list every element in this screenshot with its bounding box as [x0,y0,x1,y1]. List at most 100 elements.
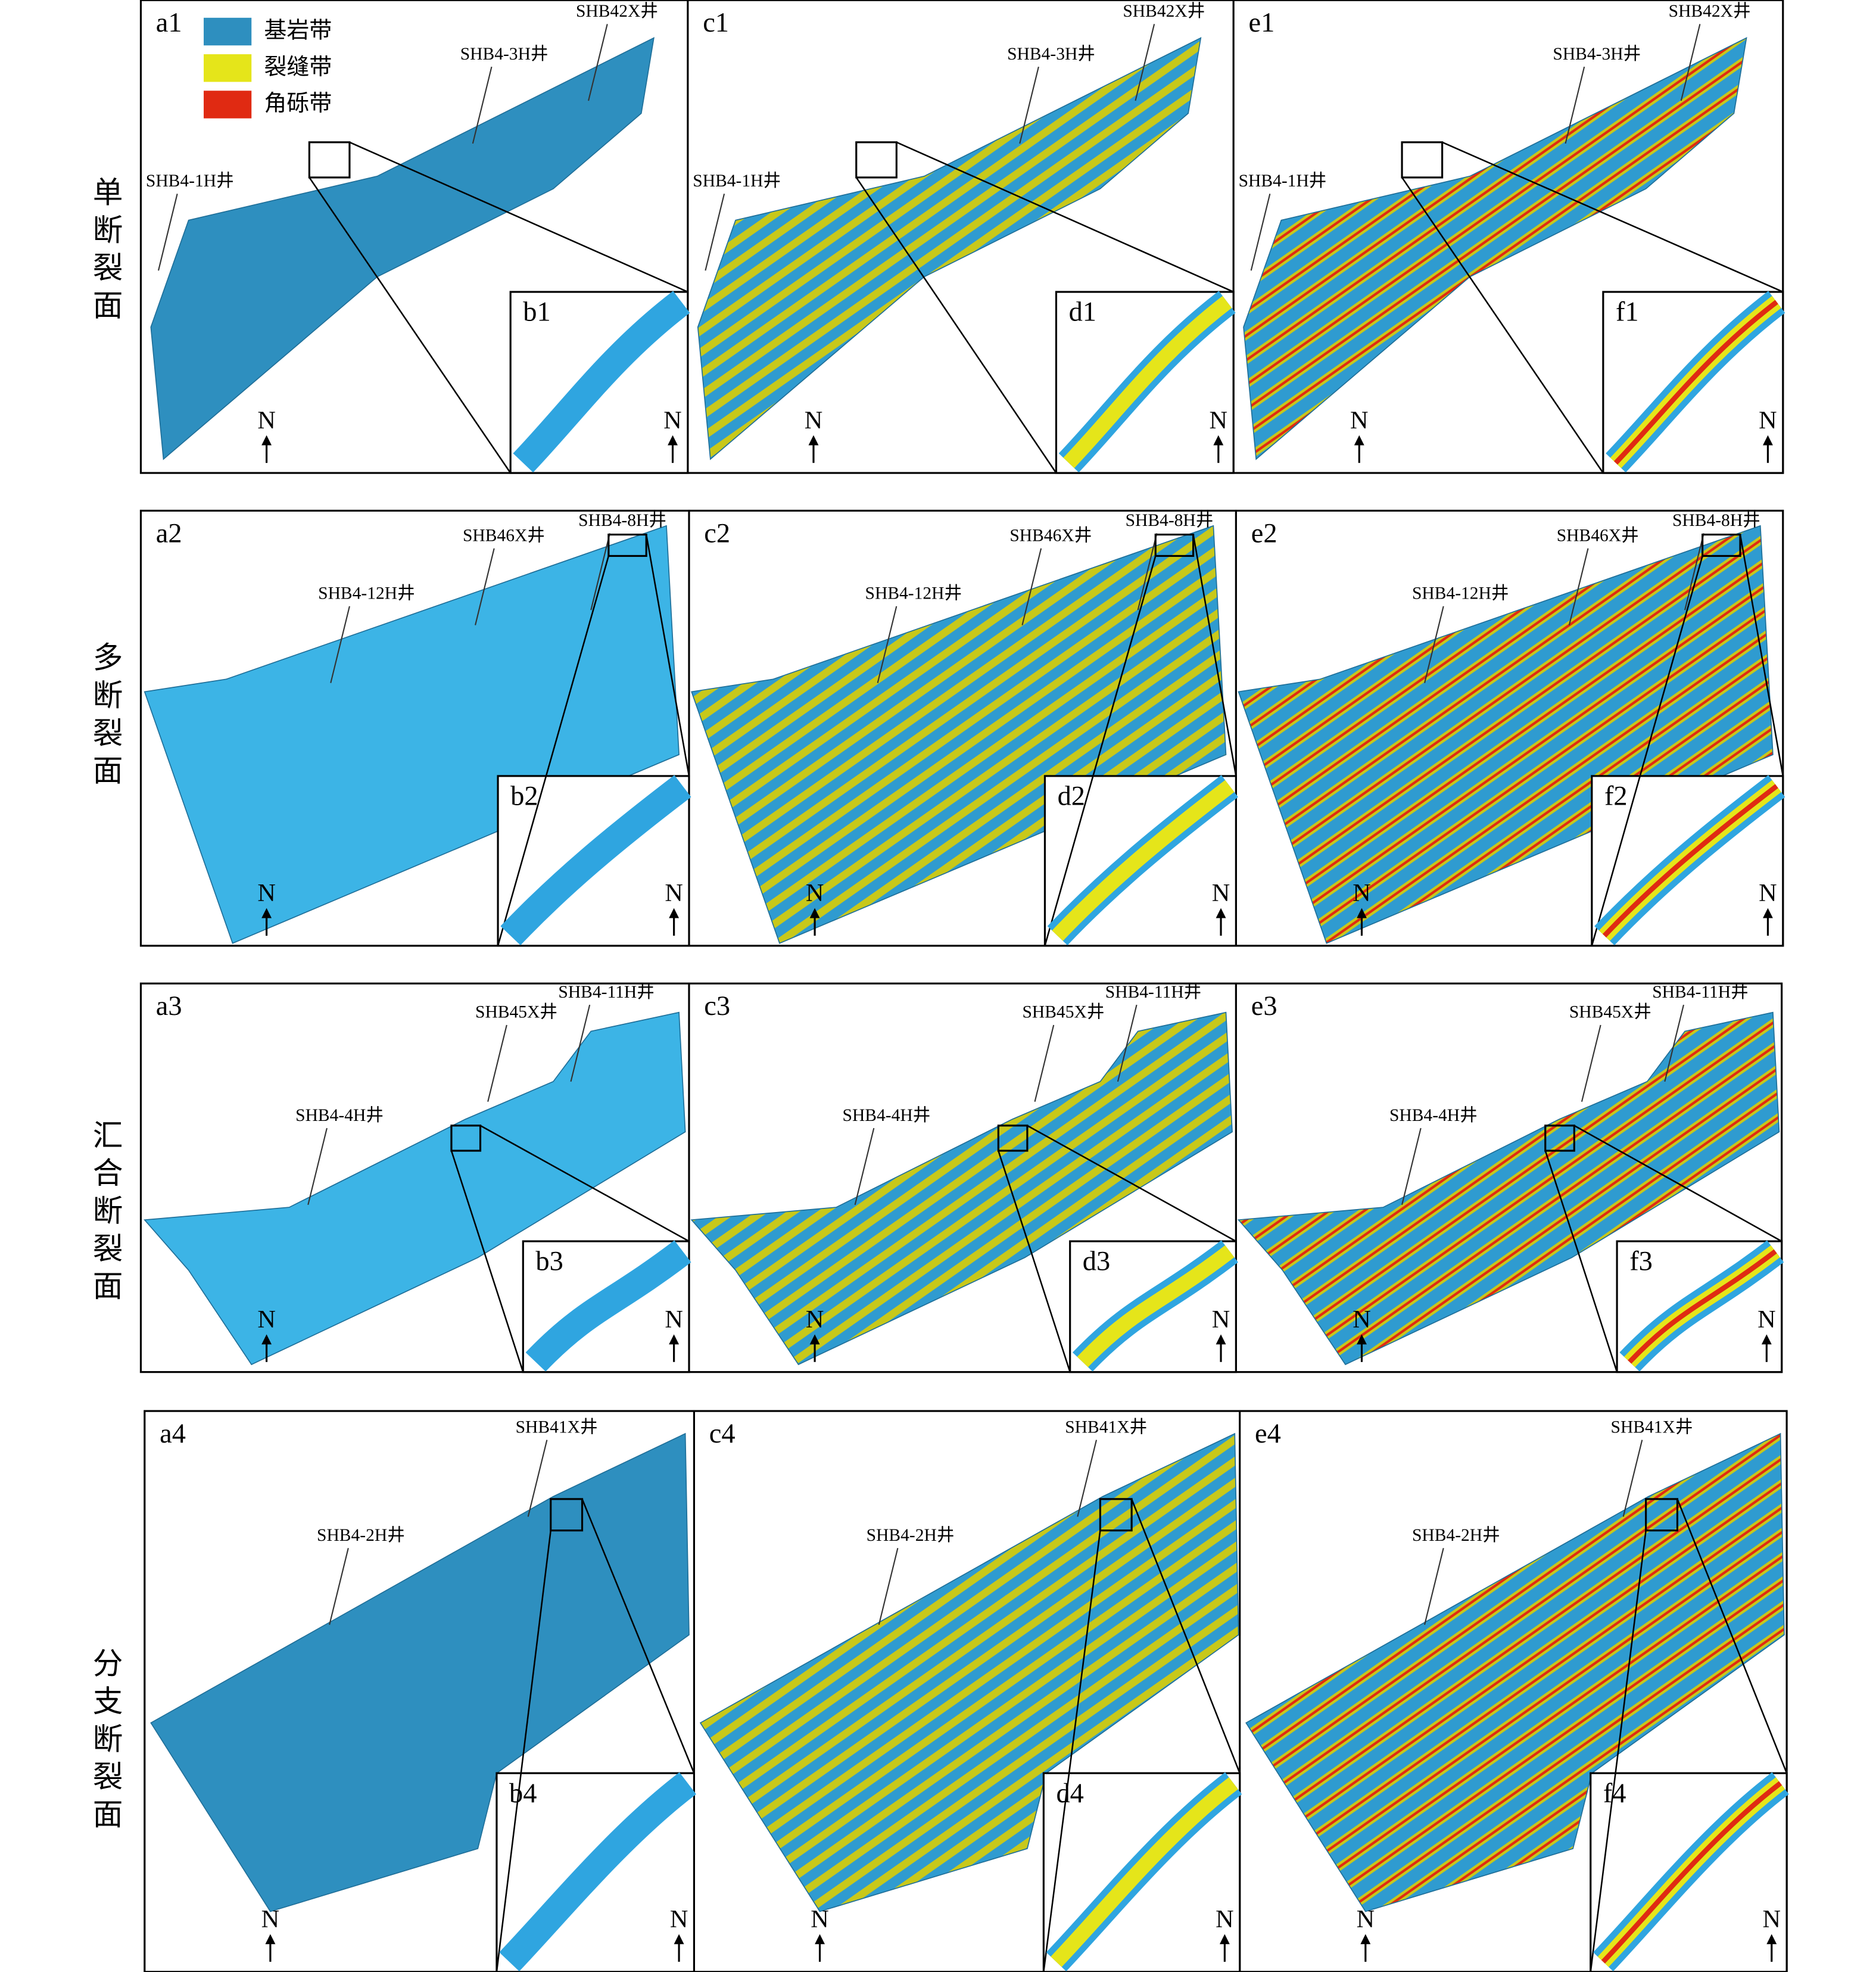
panel-label: e1 [1248,8,1274,38]
north-label: N [806,1306,824,1334]
zoom-line [896,141,1234,293]
north-arrowhead [1354,435,1364,446]
north-label: N [1759,406,1777,434]
well-label: SHB4-2H井 [867,1525,955,1545]
well-trace [475,548,495,625]
fault-surface [690,1011,1233,1366]
fault-surface [144,1011,686,1366]
well-label: SHB4-2H井 [317,1525,405,1545]
north-arrowhead [1216,908,1226,918]
well-label: SHB4-2H井 [1412,1525,1500,1545]
inset-band-fracture [1052,780,1235,941]
well-trace [878,1547,899,1625]
inset-label: f3 [1629,1247,1653,1277]
well-label: SHB4-11H井 [1105,982,1201,1002]
inset-label: d3 [1083,1247,1110,1277]
inset-label: b1 [523,297,550,328]
well-trace [157,194,178,271]
well-label: SHB42X井 [576,1,658,21]
panel-label: e3 [1251,991,1277,1021]
north-label: N [1353,879,1371,907]
legend-label: 角砾带 [264,90,332,116]
north-arrowhead [809,1334,820,1345]
well-trace [877,606,898,683]
zoom-line [855,177,1057,473]
well-trace [705,194,725,271]
zoom-line [1044,556,1157,946]
well-label: SHB42X井 [1669,1,1751,21]
well-trace [588,24,608,101]
fault-surface [150,1432,690,1912]
inset-band-fracture [1051,1777,1238,1967]
north-arrowhead [809,908,820,918]
zoom-line [1043,1530,1101,1972]
north-label: N [663,406,682,434]
north-arrowhead [669,908,680,918]
north-arrowhead [808,435,819,446]
well-trace [472,66,493,144]
inset-label: d2 [1058,781,1085,812]
north-label: N [811,1905,829,1933]
fault-surface [1245,1432,1785,1912]
row-label: 单断裂面 [88,176,123,327]
panel-label: a2 [156,518,182,549]
well-trace [329,1547,349,1625]
well-label: SHB4-12H井 [318,584,415,603]
north-label: N [1212,879,1230,907]
north-label: N [261,1905,280,1933]
panel-label: c2 [704,518,730,549]
north-label: N [1210,406,1228,434]
well-trace [1019,66,1039,144]
fault-surface [1243,37,1747,460]
well-label: SHB46X井 [1557,526,1639,546]
fault-surface [1238,525,1774,944]
well-label: SHB45X井 [1569,1002,1651,1022]
well-trace [1034,1024,1055,1102]
zoom-box [1645,1498,1679,1532]
well-trace [307,1127,328,1205]
panel-label: a1 [156,8,182,38]
well-label: SHB4-3H井 [460,44,549,64]
north-arrowhead [1762,908,1773,918]
inset-band-breccia [1601,1781,1782,1964]
legend-swatch [204,54,252,82]
north-arrowhead [1213,435,1224,446]
inset-band-fracture [1077,1245,1235,1367]
well-trace [1424,606,1444,683]
row-frame [139,509,1784,947]
well-label: SHB4-12H井 [1412,584,1509,603]
north-arrowhead [261,1334,272,1345]
zoom-line [1544,1150,1618,1373]
zoom-line [1573,1124,1782,1242]
well-trace [1568,548,1589,625]
zoom-line [1590,1530,1647,1972]
panel-label: c1 [703,8,729,38]
zoom-line [1192,534,1237,777]
well-trace [1664,1004,1685,1082]
north-label: N [1759,879,1777,907]
well-label: SHB4-8H井 [1126,510,1214,530]
well-trace [487,1024,507,1102]
well-trace [1401,1127,1422,1205]
inset-band [525,1240,691,1372]
north-label: N [257,879,276,907]
inset-band [513,291,690,473]
row-frame [139,982,1783,1373]
north-arrowhead [1766,1934,1777,1945]
well-trace [1021,548,1042,625]
well-trace [1424,1547,1444,1625]
panel-label: a4 [160,1419,186,1449]
well-label: SHB4-11H井 [1652,982,1748,1002]
zoom-line [998,1150,1071,1373]
north-label: N [1216,1905,1234,1933]
well-label: SHB41X井 [1611,1417,1693,1437]
zoom-line [1739,534,1784,777]
north-label: N [257,406,276,434]
zoom-line [1442,141,1784,293]
north-label: N [806,879,824,907]
zoom-line [450,1150,524,1373]
well-trace [1117,1004,1138,1082]
zoom-line [581,1499,695,1774]
north-arrowhead [261,435,272,446]
